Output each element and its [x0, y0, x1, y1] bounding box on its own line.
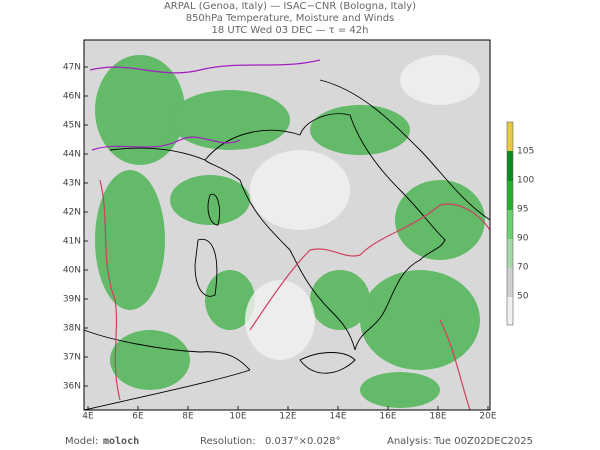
colorbar-frame	[506, 121, 514, 326]
map	[83, 39, 491, 411]
lat-label: 40N	[63, 266, 81, 276]
footer-label: Resolution:	[200, 436, 256, 447]
lon-label: 4E	[82, 412, 94, 422]
colorbar-segment	[507, 122, 513, 151]
lat-label: 43N	[63, 179, 81, 189]
colorbar-segment	[507, 210, 513, 239]
colorbar-segment	[507, 268, 513, 297]
dry-areas	[245, 55, 480, 360]
colorbar	[506, 121, 514, 326]
colorbar-segment	[507, 151, 513, 181]
colorbar-label: 50	[517, 292, 529, 302]
header-line: 850hPa Temperature, Moisture and Winds	[186, 13, 395, 24]
colorbar-label: 95	[517, 205, 528, 215]
lon-label: 16E	[379, 412, 396, 422]
map-frame	[83, 39, 491, 411]
lat-label: 42N	[63, 208, 81, 218]
lat-label: 45N	[63, 121, 81, 131]
lon-label: 20E	[479, 412, 496, 422]
colorbar-segment	[507, 239, 513, 268]
lat-label: 36N	[63, 382, 81, 392]
lat-label: 39N	[63, 295, 81, 305]
lat-label: 47N	[63, 63, 81, 73]
lon-label: 18E	[429, 412, 446, 422]
coastlines	[83, 79, 491, 411]
header-line: ARPAL (Genoa, Italy) — ISAC−CNR (Bologna…	[164, 1, 416, 12]
colorbar-label: 100	[517, 176, 534, 186]
temperature-contour	[99, 179, 491, 411]
lon-label: 8E	[182, 412, 194, 422]
lon-label: 10E	[229, 412, 246, 422]
lat-label: 46N	[63, 92, 81, 102]
footer-value: Tue 00Z02DEC2025	[433, 436, 533, 447]
footer-label: Model:	[65, 436, 98, 447]
colorbar-segment	[507, 297, 513, 325]
lon-label: 14E	[329, 412, 346, 422]
moisture-areas	[95, 55, 485, 408]
temperature-contour	[89, 59, 321, 151]
footer-value: 0.037°×0.028°	[265, 436, 341, 447]
colorbar-label: 90	[517, 234, 529, 244]
lat-label: 37N	[63, 353, 81, 363]
colorbar-segment	[507, 181, 513, 210]
footer-value: moloch	[103, 436, 139, 447]
colorbar-label: 105	[517, 147, 534, 157]
lon-label: 12E	[279, 412, 296, 422]
lat-label: 38N	[63, 324, 81, 334]
lat-label: 44N	[63, 150, 81, 160]
footer-label: Analysis:	[387, 436, 432, 447]
header-line: 18 UTC Wed 03 DEC — τ = 42h	[212, 25, 369, 36]
lon-label: 6E	[132, 412, 144, 422]
colorbar-label: 70	[517, 263, 529, 273]
lat-label: 41N	[63, 237, 81, 247]
